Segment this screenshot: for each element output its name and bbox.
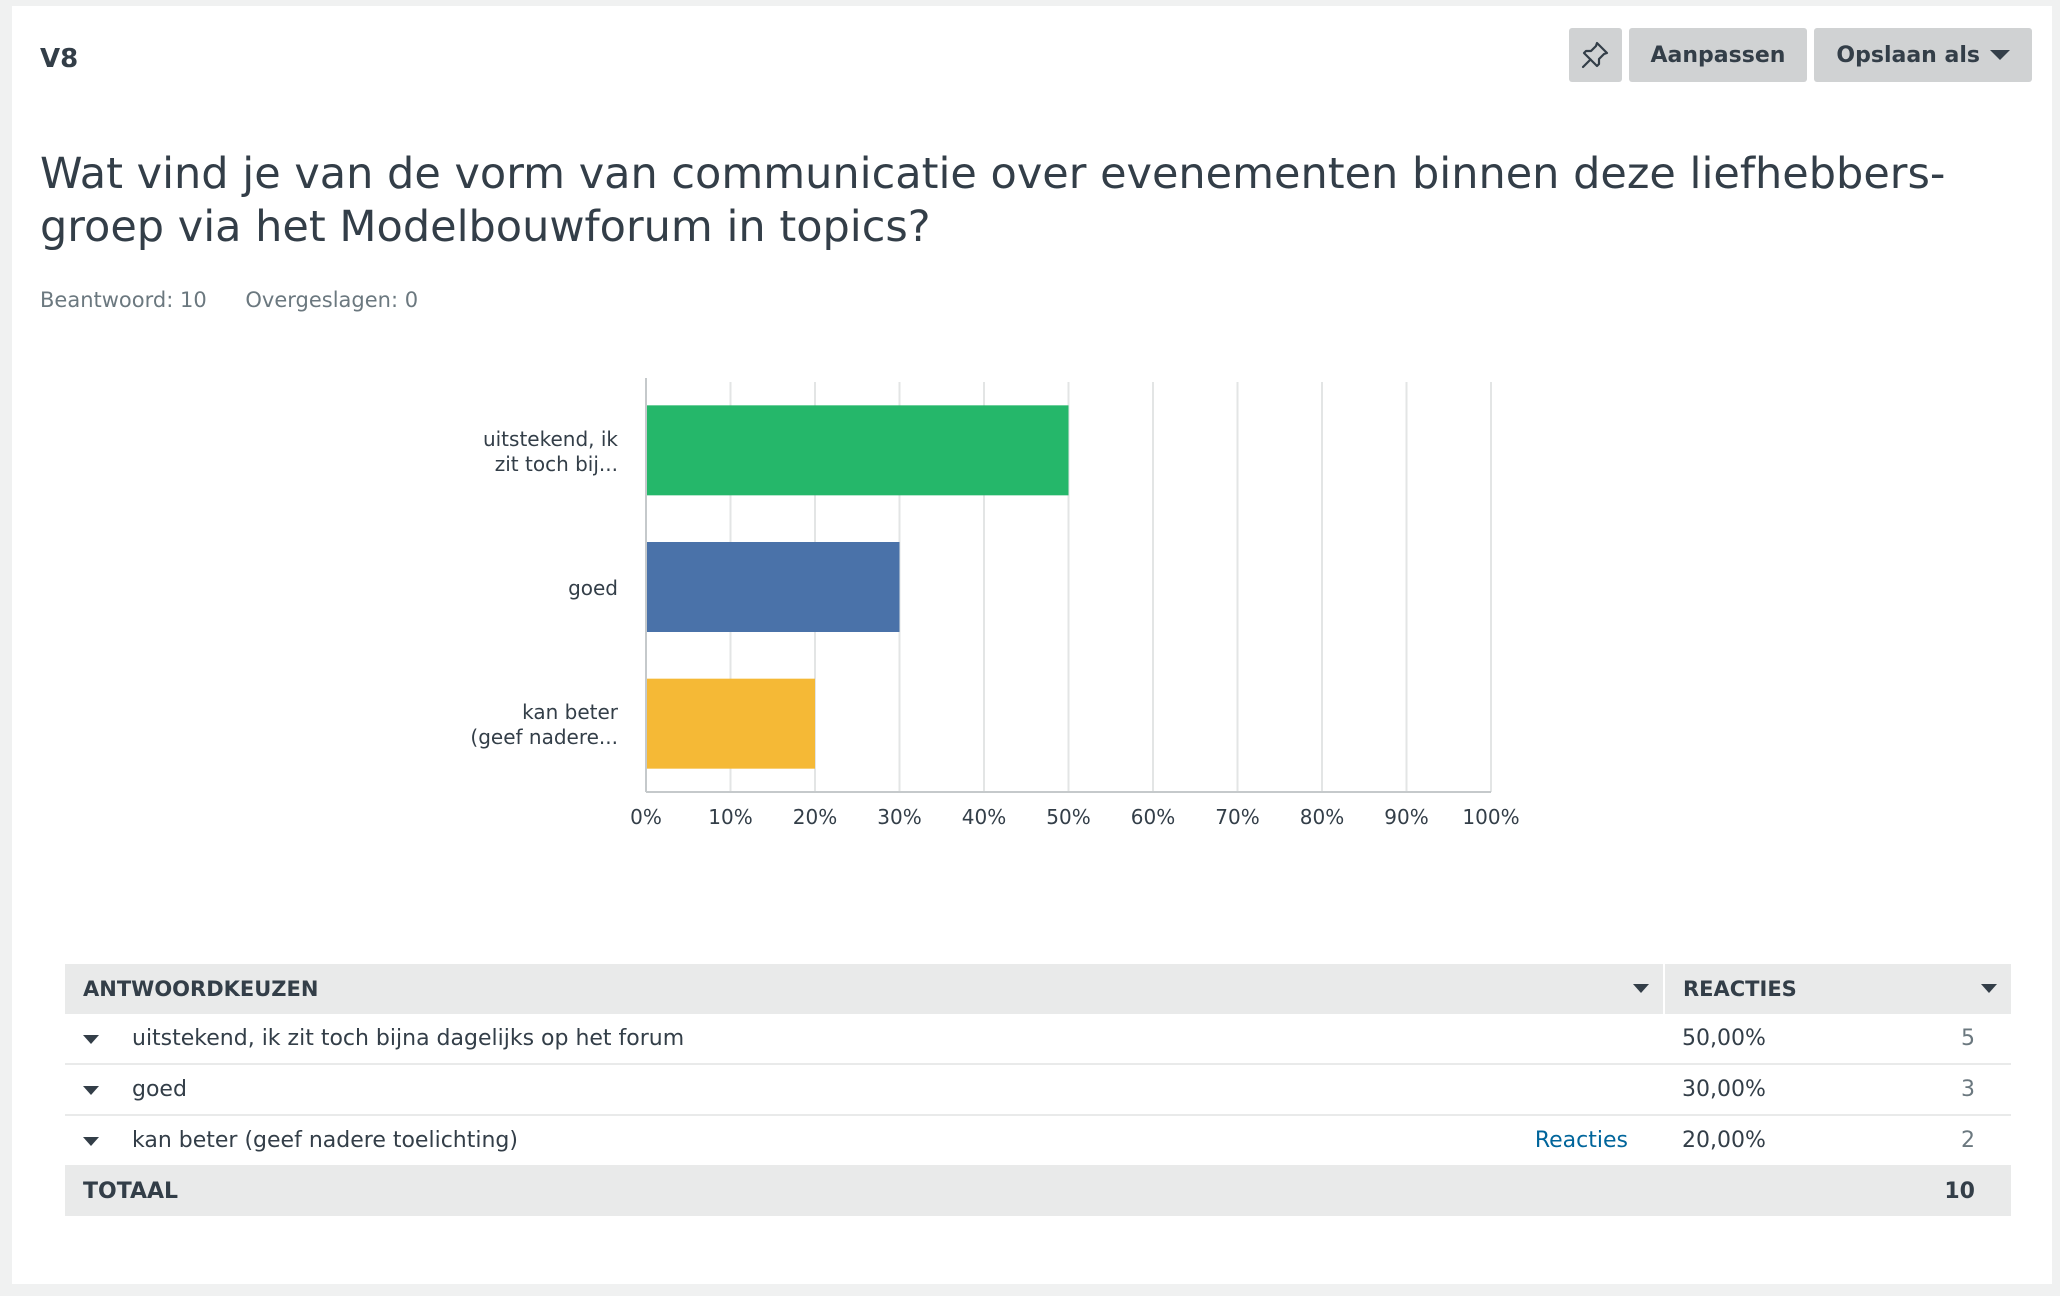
skipped-count: Overgeslagen: 0 [245, 288, 419, 312]
x-tick-label: 40% [962, 805, 1006, 829]
bar [646, 405, 1069, 496]
response-percent: 20,00% [1682, 1128, 1766, 1153]
header-choices[interactable]: ANTWOORDKEUZEN [65, 964, 1665, 1014]
x-tick-label: 50% [1046, 805, 1090, 829]
x-tick-label: 90% [1384, 805, 1428, 829]
category-label: (geef nadere... [470, 725, 618, 749]
bar [646, 542, 900, 632]
choice-label: kan beter (geef nadere toelichting) [132, 1128, 518, 1153]
x-tick-label: 10% [708, 805, 752, 829]
pin-button[interactable] [1568, 28, 1622, 82]
choice-label: uitstekend, ik zit toch bijna dagelijks … [132, 1026, 685, 1051]
header-choices-label: ANTWOORDKEUZEN [83, 977, 319, 1001]
category-label: zit toch bij... [495, 452, 618, 476]
table-row: kan beter (geef nadere toelichting) Reac… [65, 1115, 2011, 1167]
choice-cell: kan beter (geef nadere toelichting) Reac… [65, 1115, 1664, 1167]
choice-label: goed [132, 1077, 187, 1102]
x-tick-label: 0% [630, 805, 662, 829]
x-tick-label: 70% [1215, 805, 1259, 829]
choice-cell: goed [65, 1064, 1664, 1116]
x-tick-label: 80% [1300, 805, 1344, 829]
response-count: 3 [1961, 1077, 1975, 1102]
customize-button[interactable]: Aanpassen [1628, 28, 1808, 82]
table-row: uitstekend, ik zit toch bijna dagelijks … [65, 1014, 2011, 1065]
table-row: goed 30,00% 3 [65, 1064, 2011, 1116]
results-table: ANTWOORDKEUZEN REACTIES uitstekend, ik z… [65, 964, 2011, 1216]
sort-caret-icon[interactable] [1633, 984, 1649, 993]
answered-count: Beantwoord: 10 [40, 288, 207, 312]
choice-cell: uitstekend, ik zit toch bijna dagelijks … [65, 1014, 1664, 1065]
x-tick-label: 60% [1131, 805, 1175, 829]
response-percent: 50,00% [1682, 1026, 1766, 1051]
responses-link[interactable]: Reacties [1534, 1128, 1628, 1153]
chevron-down-icon [1990, 50, 2010, 60]
category-label: goed [568, 576, 618, 600]
pin-icon [1581, 41, 1609, 69]
toolbar: Aanpassen Opslaan als [1568, 28, 2032, 82]
x-tick-label: 100% [1462, 805, 1519, 829]
response-cell: 20,00% 2 [1664, 1115, 2011, 1167]
question-title: Wat vind je van de vorm van communicatie… [40, 149, 1946, 252]
total-row: TOTAAL 10 [65, 1166, 2011, 1216]
expand-caret-icon[interactable] [83, 1136, 99, 1146]
header-responses-label: REACTIES [1683, 977, 1797, 1001]
response-cell: 30,00% 3 [1664, 1064, 2011, 1116]
question-id: V8 [40, 44, 79, 74]
header-responses[interactable]: REACTIES [1664, 964, 2011, 1014]
response-percent: 30,00% [1682, 1077, 1766, 1102]
expand-caret-icon[interactable] [83, 1034, 99, 1044]
customize-button-label: Aanpassen [1650, 42, 1786, 68]
question-card: V8 Aanpassen Opslaan als Wat vind je van… [12, 6, 2052, 1284]
save-as-button[interactable]: Opslaan als [1814, 28, 2032, 82]
expand-caret-icon[interactable] [83, 1085, 99, 1095]
response-count: 5 [1961, 1026, 1975, 1051]
sort-caret-icon[interactable] [1981, 984, 1997, 993]
save-as-button-label: Opslaan als [1836, 42, 1980, 68]
total-label-cell: TOTAAL [65, 1166, 1664, 1216]
response-stats: Beantwoord: 10 Overgeslagen: 0 [40, 288, 450, 312]
category-label: uitstekend, ik [483, 427, 618, 451]
bar [646, 678, 815, 769]
total-count: 10 [1944, 1179, 1975, 1204]
total-count-cell: 10 [1664, 1166, 2011, 1216]
category-label: kan beter [522, 700, 619, 724]
response-count: 2 [1961, 1128, 1975, 1153]
total-label: TOTAAL [83, 1179, 179, 1204]
x-tick-label: 20% [793, 805, 837, 829]
response-cell: 50,00% 5 [1664, 1014, 2011, 1065]
x-tick-label: 30% [877, 805, 921, 829]
